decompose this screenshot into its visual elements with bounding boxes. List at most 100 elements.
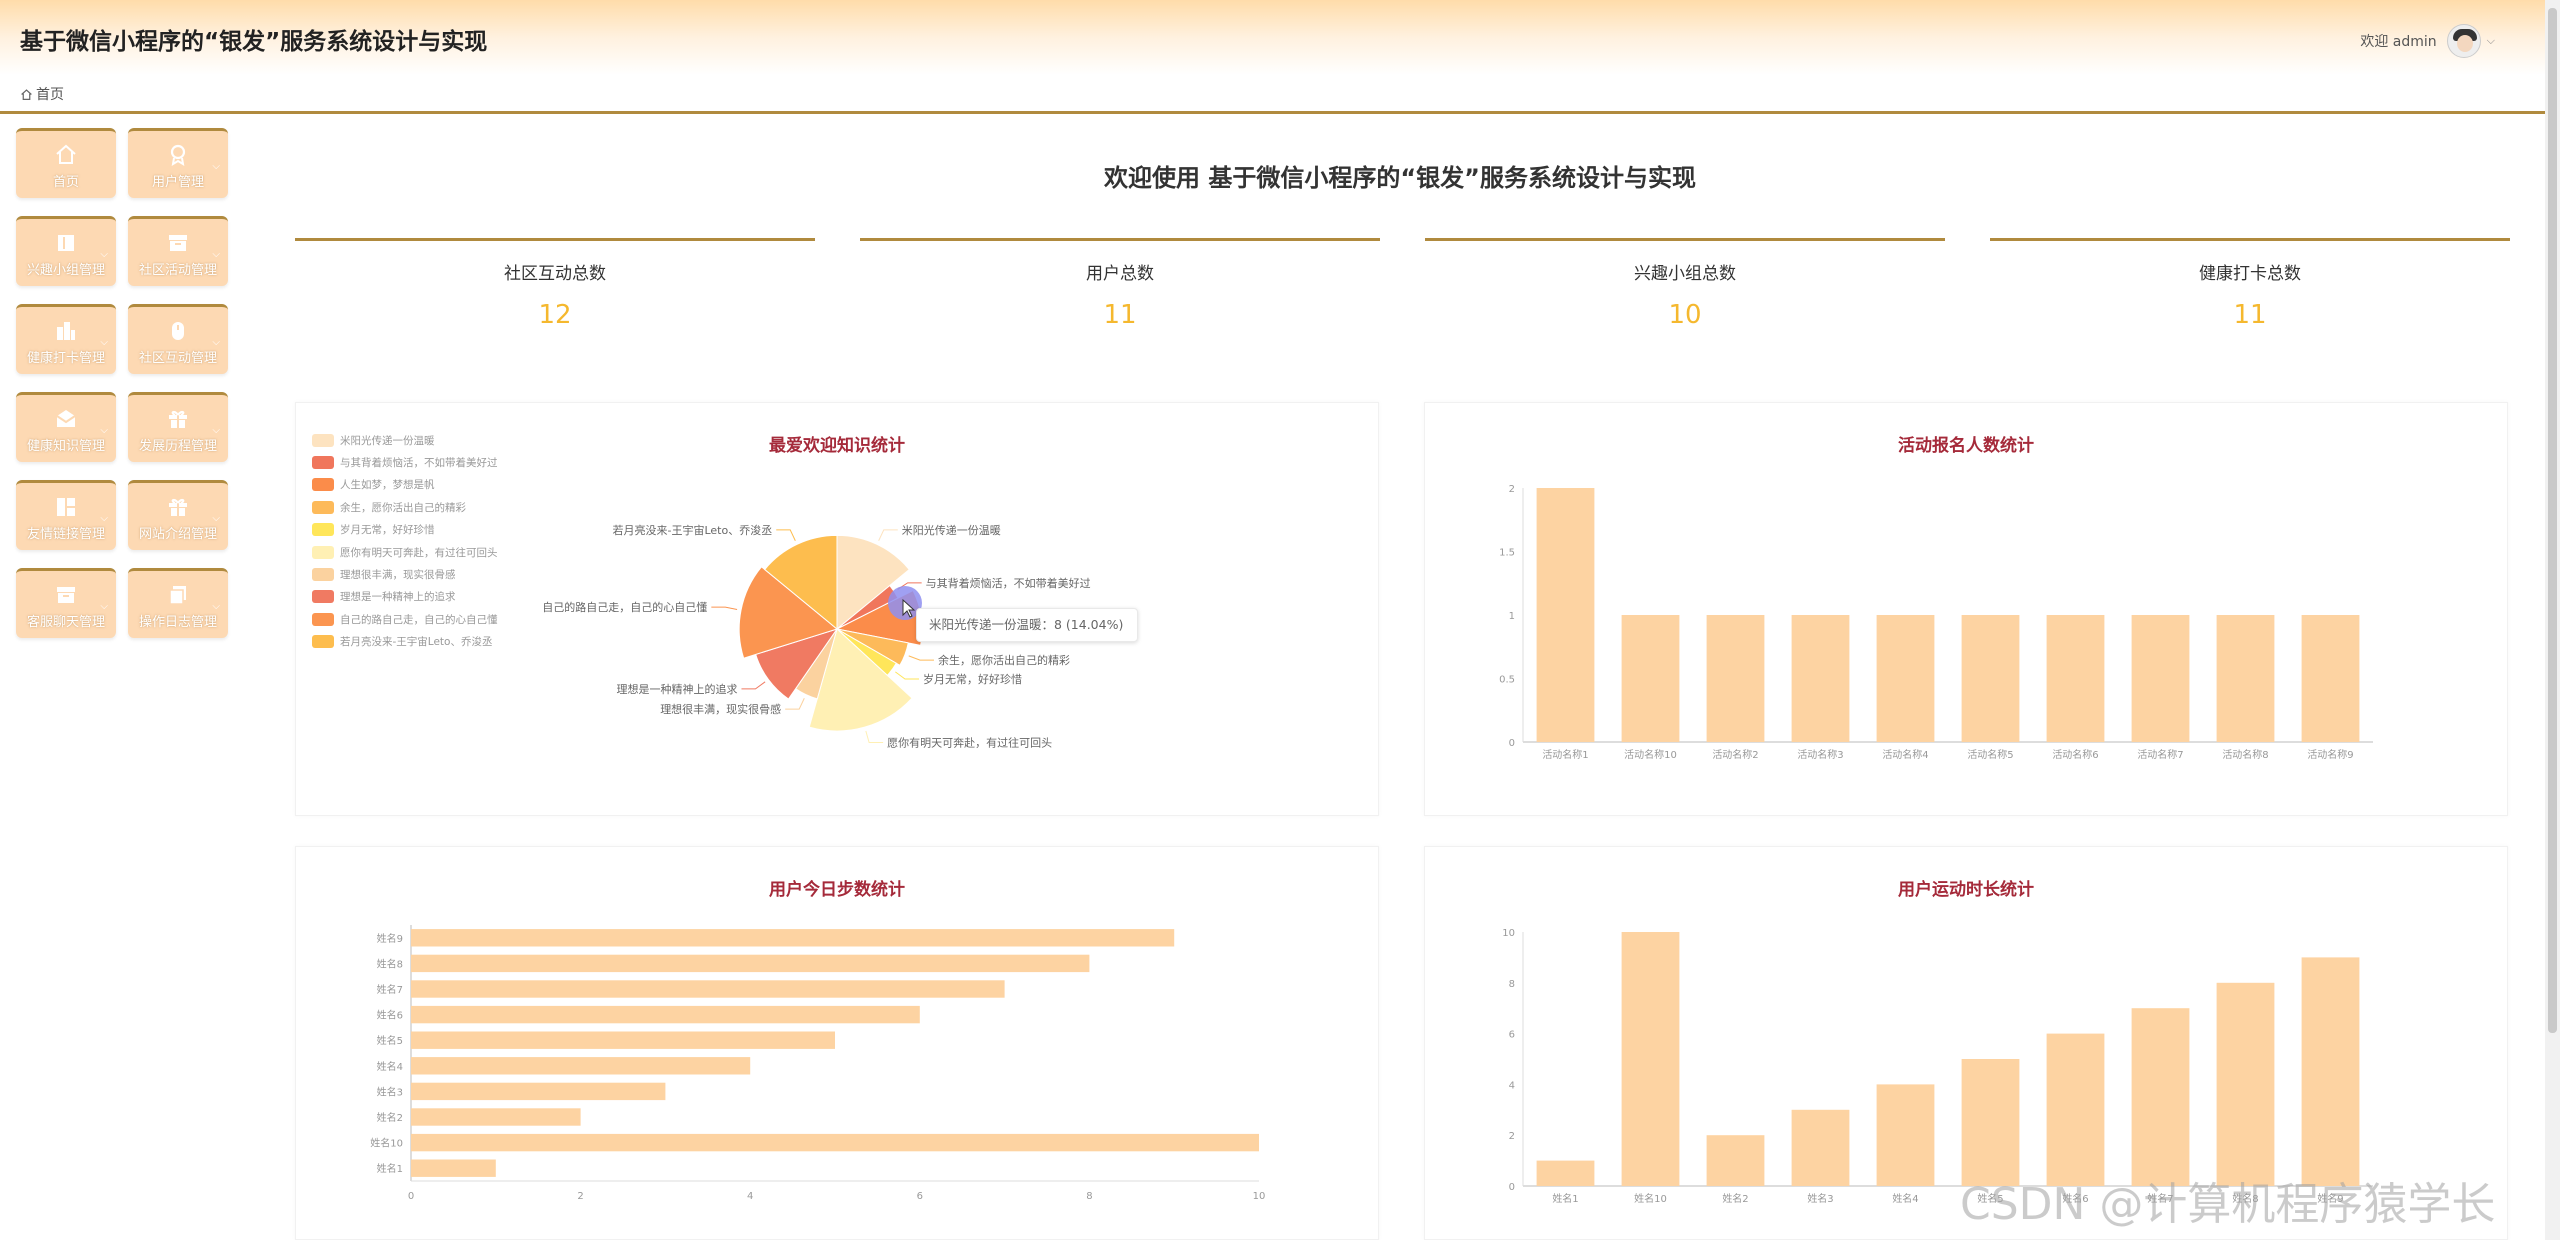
x-tick-label: 姓名3	[1807, 1192, 1833, 1205]
x-tick-label: 姓名4	[1892, 1192, 1918, 1205]
stat-label: 社区互动总数	[504, 264, 606, 284]
bar[interactable]	[1621, 615, 1680, 742]
y-tick-label: 姓名5	[377, 1034, 403, 1047]
pie-slice[interactable]	[764, 534, 838, 631]
legend-item[interactable]: 理想很丰满，现实很骨感	[312, 563, 498, 585]
bar[interactable]	[1876, 615, 1935, 742]
bar[interactable]	[411, 1133, 1259, 1152]
pie-slice[interactable]	[808, 628, 913, 732]
x-tick-label: 姓名2	[1722, 1192, 1748, 1205]
bar[interactable]	[1961, 1059, 2020, 1186]
y-tick-label: 4	[1509, 1080, 1515, 1091]
bar[interactable]	[411, 1057, 751, 1075]
legend-label: 余生，愿你活出自己的精彩	[340, 501, 466, 514]
chevron-down-icon[interactable]: ⌵	[2486, 34, 2495, 47]
breadcrumb-home[interactable]: 首页	[36, 87, 64, 103]
bar[interactable]	[411, 954, 1090, 973]
breadcrumb: 首页	[20, 84, 64, 104]
sidebar-item-7[interactable]: 健康知识管理 ⌵	[16, 392, 116, 462]
legend-swatch	[312, 545, 334, 559]
legend-item[interactable]: 理想是一种精神上的追求	[312, 586, 498, 608]
stat-label: 用户总数	[1086, 264, 1154, 284]
user-menu[interactable]: 欢迎 admin ⌵	[2360, 24, 2495, 58]
x-tick-label: 姓名8	[2232, 1192, 2258, 1205]
y-tick-label: 姓名10	[370, 1137, 403, 1150]
bar[interactable]	[2216, 982, 2275, 1186]
sidebar-item-6[interactable]: 社区互动管理 ⌵	[128, 304, 228, 374]
legend-item[interactable]: 若月亮没来-王宇宙Leto、乔浚丞	[312, 631, 498, 653]
sidebar-item-8[interactable]: 发展历程管理 ⌵	[128, 392, 228, 462]
book-icon	[58, 235, 74, 251]
x-tick-label: 活动名称6	[2052, 748, 2098, 761]
chevron-down-icon: ⌵	[212, 513, 220, 524]
bar[interactable]	[2046, 1033, 2105, 1186]
y-tick-label: 姓名3	[377, 1085, 403, 1098]
bar[interactable]	[411, 980, 1005, 998]
scrollbar-thumb[interactable]	[2548, 8, 2557, 1033]
y-tick-label: 1.5	[1499, 548, 1515, 559]
legend-item[interactable]: 人生如梦，梦想是帆	[312, 474, 498, 496]
legend-swatch	[312, 433, 334, 447]
bar[interactable]	[2131, 615, 2190, 742]
chart-title: 用户今日步数统计	[769, 880, 905, 900]
bar[interactable]	[1961, 615, 2020, 742]
bar[interactable]	[411, 1108, 581, 1126]
activity-chart-panel: 活动报名人数统计 0 0.5 1 1.5 2 活动名称1 活动名称10 活动名称2 活动名称3 活…	[1424, 402, 2508, 816]
bar[interactable]	[411, 1031, 835, 1049]
pie-slice[interactable]	[738, 566, 839, 659]
sidebar-item-1[interactable]: 首页	[16, 128, 116, 198]
legend-item[interactable]: 岁月无常，好好珍惜	[312, 519, 498, 541]
bar[interactable]	[411, 1005, 920, 1024]
page-scrollbar[interactable]	[2545, 0, 2560, 1240]
sidebar-item-label: 首页	[52, 175, 79, 190]
sidebar-item-label: 操作日志管理	[138, 615, 217, 630]
sidebar-item-4[interactable]: 社区活动管理 ⌵	[128, 216, 228, 286]
legend-label: 米阳光传递一份温暖	[340, 434, 435, 447]
x-tick-label: 姓名6	[2062, 1192, 2088, 1205]
bar[interactable]	[1621, 932, 1680, 1186]
bar[interactable]	[411, 1082, 666, 1101]
bar[interactable]	[1791, 615, 1850, 742]
sidebar-item-5[interactable]: 健康打卡管理 ⌵	[16, 304, 116, 374]
pie-slice[interactable]	[836, 534, 910, 631]
legend-item[interactable]: 余生，愿你活出自己的精彩	[312, 496, 498, 518]
legend-item[interactable]: 与其背着烦恼活，不如带着美好过	[312, 451, 498, 473]
bar[interactable]	[411, 929, 1175, 947]
bar[interactable]	[1536, 1160, 1595, 1186]
activity-bar-chart: 0 0.5 1 1.5 2 活动名称1 活动名称10 活动名称2 活动名称3 活动名称4 活动名称5…	[1499, 484, 2373, 761]
sidebar-item-2[interactable]: 用户管理 ⌵	[128, 128, 228, 198]
bar[interactable]	[1791, 1109, 1850, 1186]
stat-label: 兴趣小组总数	[1634, 264, 1736, 284]
legend-item[interactable]: 米阳光传递一份温暖	[312, 429, 498, 451]
sidebar-item-12[interactable]: 操作日志管理 ⌵	[128, 568, 228, 638]
y-tick-label: 姓名1	[377, 1162, 403, 1175]
sidebar-item-11[interactable]: 客服聊天管理 ⌵	[16, 568, 116, 638]
steps-bar-chart: 0 2 4 6 8 10 姓名1 姓名10 姓名2 姓名3 姓名4 姓名5 姓名6 姓名7 姓名8 姓名9	[370, 925, 1265, 1202]
x-tick-label: 活动名称3	[1797, 748, 1843, 761]
bar[interactable]	[2301, 957, 2360, 1186]
sidebar-item-9[interactable]: 友情链接管理 ⌵	[16, 480, 116, 550]
legend-label: 若月亮没来-王宇宙Leto、乔浚丞	[340, 636, 493, 649]
bar[interactable]	[411, 1159, 496, 1177]
sidebar-item-label: 客服聊天管理	[26, 615, 105, 630]
sidebar-item-10[interactable]: 网站介绍管理 ⌵	[128, 480, 228, 550]
bar[interactable]	[2216, 615, 2275, 742]
welcome-heading: 欢迎使用 基于微信小程序的“银发”服务系统设计与实现	[1104, 164, 1696, 192]
bar[interactable]	[2301, 615, 2360, 742]
bar[interactable]	[1536, 488, 1595, 742]
legend-item[interactable]: 自己的路自己走，自己的心自己懂	[312, 608, 498, 630]
bar[interactable]	[1876, 1084, 1935, 1186]
bar[interactable]	[1706, 1135, 1765, 1186]
pie-label-line	[895, 671, 920, 680]
bar[interactable]	[1706, 615, 1765, 742]
x-tick-label: 活动名称7	[2137, 748, 2183, 761]
sidebar-item-3[interactable]: 兴趣小组管理 ⌵	[16, 216, 116, 286]
bar[interactable]	[2046, 615, 2105, 742]
pie-slice-label: 理想是一种精神上的追求	[616, 682, 737, 696]
top-header: 基于微信小程序的“银发”服务系统设计与实现 欢迎 admin ⌵	[0, 0, 2545, 75]
bar[interactable]	[2131, 1008, 2190, 1186]
avatar[interactable]	[2446, 24, 2481, 58]
legend-item[interactable]: 愿你有明天可奔赴，有过往可回头	[312, 541, 498, 563]
pie-slice[interactable]	[836, 628, 909, 666]
